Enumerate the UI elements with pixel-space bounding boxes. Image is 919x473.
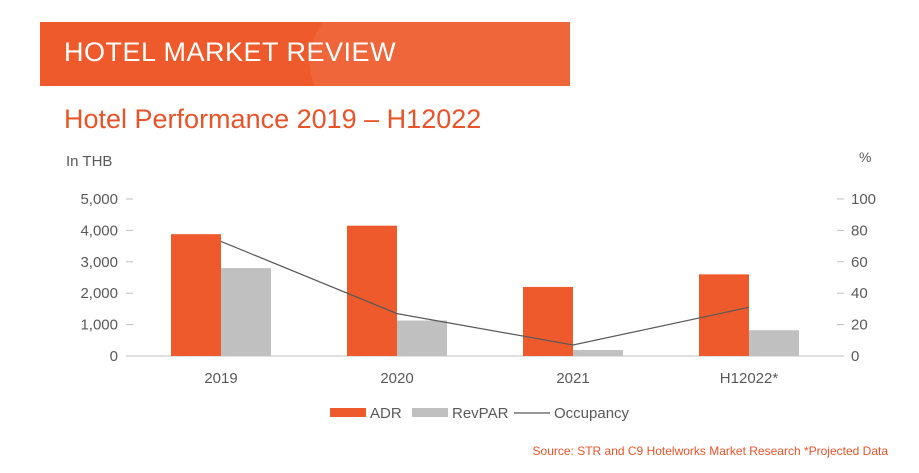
occupancy-line bbox=[220, 240, 750, 346]
revpar-bar bbox=[749, 330, 799, 356]
y-left-axis-title: In THB bbox=[66, 153, 112, 170]
legend-revpar-label: RevPAR bbox=[452, 405, 509, 422]
chart-title: Hotel Performance 2019 – H12022 bbox=[64, 104, 482, 134]
adr-bar bbox=[523, 286, 573, 356]
banner-decoration bbox=[310, 22, 570, 86]
legend-adr-swatch bbox=[330, 408, 366, 417]
legend-adr-label: ADR bbox=[370, 405, 402, 422]
y-right-tick-label: 80 bbox=[851, 222, 868, 239]
adr-bar bbox=[171, 234, 221, 356]
y-right-tick-label: 60 bbox=[851, 254, 868, 271]
y-left-tick-label: 0 bbox=[110, 348, 118, 365]
banner-title: HOTEL MARKET REVIEW bbox=[64, 37, 397, 67]
y-right-axis-title: % bbox=[859, 149, 871, 165]
y-left-tick-label: 2,000 bbox=[80, 285, 118, 302]
y-right-tick-label: 20 bbox=[851, 317, 868, 334]
legend-occupancy-label: Occupancy bbox=[554, 405, 630, 422]
x-tick-label: H12022* bbox=[720, 370, 779, 387]
legend-revpar-swatch bbox=[412, 408, 448, 417]
adr-bar bbox=[347, 225, 397, 356]
revpar-bar bbox=[397, 320, 447, 356]
y-left-tick-label: 5,000 bbox=[80, 191, 118, 208]
y-right-tick-label: 0 bbox=[851, 348, 859, 365]
source-note: Source: STR and C9 Hotelworks Market Res… bbox=[532, 444, 888, 458]
y-right-tick-label: 100 bbox=[851, 191, 876, 208]
revpar-bar bbox=[221, 268, 271, 356]
y-left-tick-label: 1,000 bbox=[80, 317, 118, 334]
y-right-tick-label: 40 bbox=[851, 285, 868, 302]
revpar-bar bbox=[573, 350, 623, 356]
x-tick-label: 2019 bbox=[204, 370, 237, 387]
y-left-tick-label: 3,000 bbox=[80, 254, 118, 271]
x-tick-label: 2021 bbox=[556, 370, 589, 387]
adr-bar bbox=[699, 274, 749, 356]
x-tick-label: 2020 bbox=[380, 370, 413, 387]
y-left-tick-label: 4,000 bbox=[80, 222, 118, 239]
header-banner: HOTEL MARKET REVIEW bbox=[40, 22, 570, 86]
